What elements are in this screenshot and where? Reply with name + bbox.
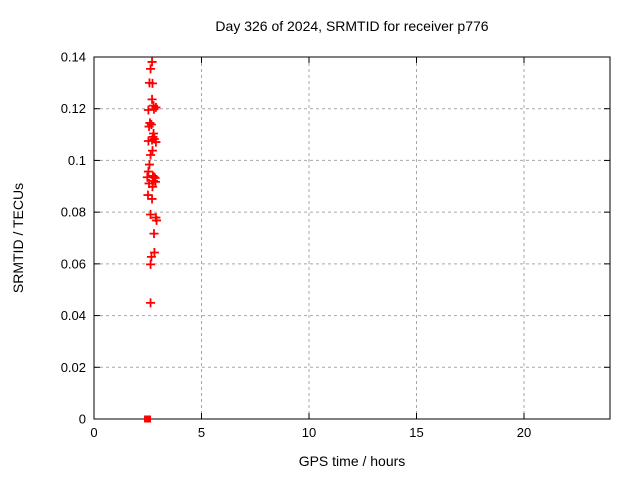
x-tick-label: 15 [409,425,423,440]
y-tick-label: 0.02 [61,360,86,375]
data-point [147,182,157,192]
data-point [146,259,156,269]
data-point [151,102,161,112]
data-point [147,94,157,104]
x-axis-label: GPS time / hours [298,453,406,469]
y-tick-label: 0.1 [68,153,86,168]
data-point [143,105,153,115]
y-tick-label: 0.06 [61,256,86,271]
data-point [146,209,156,219]
y-tick-label: 0.04 [61,308,86,323]
x-tick-label: 10 [302,425,316,440]
data-point [150,177,160,187]
data-point [147,78,157,88]
data-point [147,194,157,204]
y-tick-label: 0.12 [61,101,86,116]
y-tick-label: 0 [79,412,86,427]
data-point [143,167,153,177]
data-point [151,137,161,147]
data-point [146,298,156,308]
data-point [147,57,157,67]
data-point [147,146,157,156]
x-tick-label: 0 [90,425,97,440]
data-point [152,215,162,225]
x-tick-label: 20 [517,425,531,440]
data-point [143,136,153,146]
data-point [146,150,156,160]
data-point [146,64,156,74]
data-point [149,229,159,239]
x-tick-label: 5 [198,425,205,440]
data-point [144,160,154,170]
data-point [142,172,152,182]
data-point-square [144,415,152,423]
chart-title: Day 326 of 2024, SRMTID for receiver p77… [215,18,489,34]
data-point [144,122,154,132]
plot-border [93,56,611,420]
data-point [149,176,159,186]
y-tick-label: 0.08 [61,205,86,220]
y-tick-label: 0.14 [61,50,86,65]
